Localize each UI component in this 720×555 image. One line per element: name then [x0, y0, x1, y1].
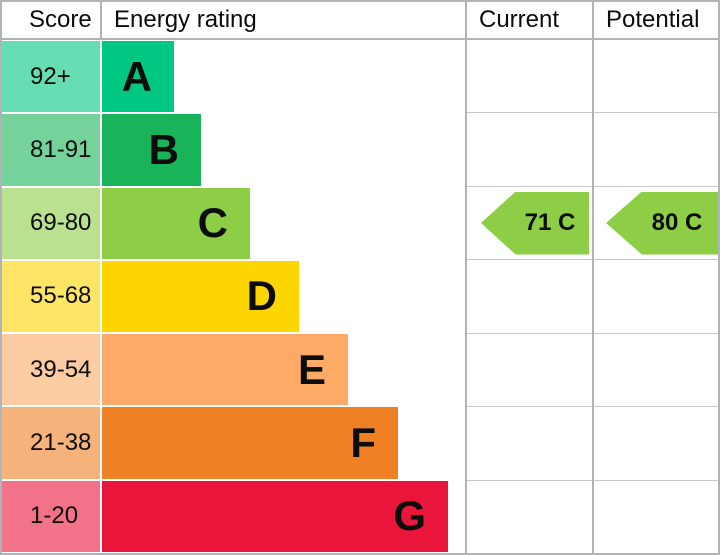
band-row-b: B	[102, 113, 465, 186]
band-row-f: F	[102, 406, 465, 479]
band-bar-e: E	[102, 334, 348, 406]
potential-header: Potential	[594, 2, 718, 40]
energy-rating-column: Energy rating A B C D	[102, 2, 465, 553]
current-rating-arrow: 71 C	[481, 191, 589, 255]
potential-cell-c: 80 C	[594, 187, 718, 261]
band-letter-b: B	[148, 125, 179, 173]
energy-rating-header: Energy rating	[102, 2, 465, 40]
band-rows: A B C D E	[102, 40, 465, 553]
potential-cell-b	[594, 113, 718, 187]
band-bar-c: C	[102, 187, 250, 259]
band-row-a: A	[102, 40, 465, 113]
band-letter-a: A	[121, 52, 152, 100]
band-bar-f: F	[102, 407, 398, 479]
band-letter-f: F	[350, 419, 376, 467]
current-cell-e	[467, 334, 592, 408]
current-rating-label: 71 C	[524, 209, 576, 237]
score-range-d: 55-68	[2, 260, 100, 333]
band-letter-g: G	[393, 492, 426, 540]
score-range-g: 1-20	[2, 480, 100, 552]
current-cell-a	[467, 40, 592, 114]
band-letter-c: C	[197, 199, 228, 247]
current-cell-b	[467, 113, 592, 187]
band-bar-b: B	[102, 114, 201, 186]
current-header: Current	[467, 2, 592, 40]
band-bar-g: G	[102, 480, 448, 552]
score-rows: 92+ 81-91 69-80 55-68 39-54 21-38 1-20	[2, 40, 102, 553]
current-rows: 71 C	[467, 40, 592, 553]
band-row-d: D	[102, 260, 465, 333]
band-letter-d: D	[246, 272, 277, 320]
current-cell-g	[467, 481, 592, 553]
score-header: Score	[2, 2, 102, 40]
score-range-c: 69-80	[2, 187, 100, 259]
potential-cell-g	[594, 481, 718, 553]
potential-rows: 80 C	[594, 40, 718, 553]
score-range-b: 81-91	[2, 114, 100, 186]
score-column: Score 92+ 81-91 69-80 55-68 39-54 21-38 …	[2, 2, 102, 553]
band-bar-a: A	[102, 41, 174, 113]
current-cell-f	[467, 407, 592, 481]
current-column: Current 71 C	[465, 2, 592, 553]
band-row-e: E	[102, 333, 465, 406]
potential-cell-a	[594, 40, 718, 114]
score-range-e: 39-54	[2, 334, 100, 406]
potential-rating-label: 80 C	[651, 209, 703, 237]
potential-cell-e	[594, 334, 718, 408]
score-range-a: 92+	[2, 41, 100, 113]
potential-rating-arrow: 80 C	[606, 191, 718, 255]
potential-cell-f	[594, 407, 718, 481]
potential-column: Potential 80 C	[592, 2, 718, 553]
current-cell-d	[467, 260, 592, 334]
band-letter-e: E	[297, 345, 326, 393]
score-range-f: 21-38	[2, 407, 100, 479]
potential-cell-d	[594, 260, 718, 334]
band-row-g: G	[102, 480, 465, 553]
current-cell-c: 71 C	[467, 187, 592, 261]
band-row-c: C	[102, 187, 465, 260]
band-bar-d: D	[102, 260, 299, 333]
